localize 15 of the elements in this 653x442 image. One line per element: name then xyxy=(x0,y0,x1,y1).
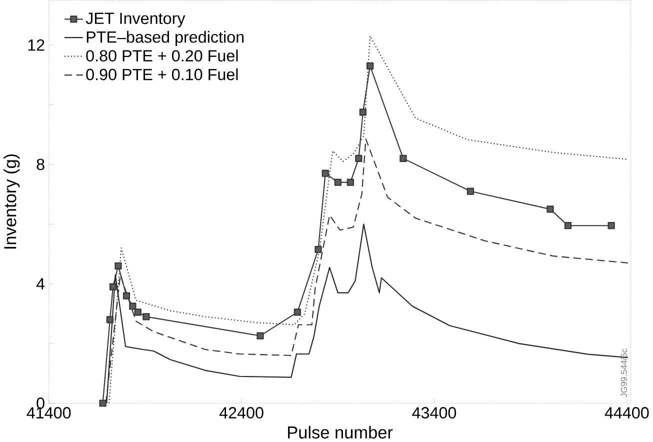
x-tick-label: 41400 xyxy=(26,406,71,418)
x-tick-label: 44400 xyxy=(604,406,649,418)
y-axis-title: Inventory (g) xyxy=(4,154,20,248)
legend-label: PTE–based prediction xyxy=(86,30,244,46)
annotation: JG99.544/5c xyxy=(620,348,627,398)
legend-label: JET Inventory xyxy=(86,12,186,28)
y-tick-label: 4 xyxy=(36,278,45,290)
legend-label: 0.80 PTE + 0.20 Fuel xyxy=(86,50,238,62)
x-tick-label: 42400 xyxy=(219,406,264,418)
x-tick-label: 43400 xyxy=(412,406,456,418)
y-tick-label: 12 xyxy=(28,39,44,51)
legend-label: 0.90 PTE + 0.10 Fuel xyxy=(86,68,238,80)
y-tick-label: 0 xyxy=(36,397,44,409)
y-tick-label: 8 xyxy=(36,158,44,170)
x-axis-title: Pulse number xyxy=(288,426,393,438)
